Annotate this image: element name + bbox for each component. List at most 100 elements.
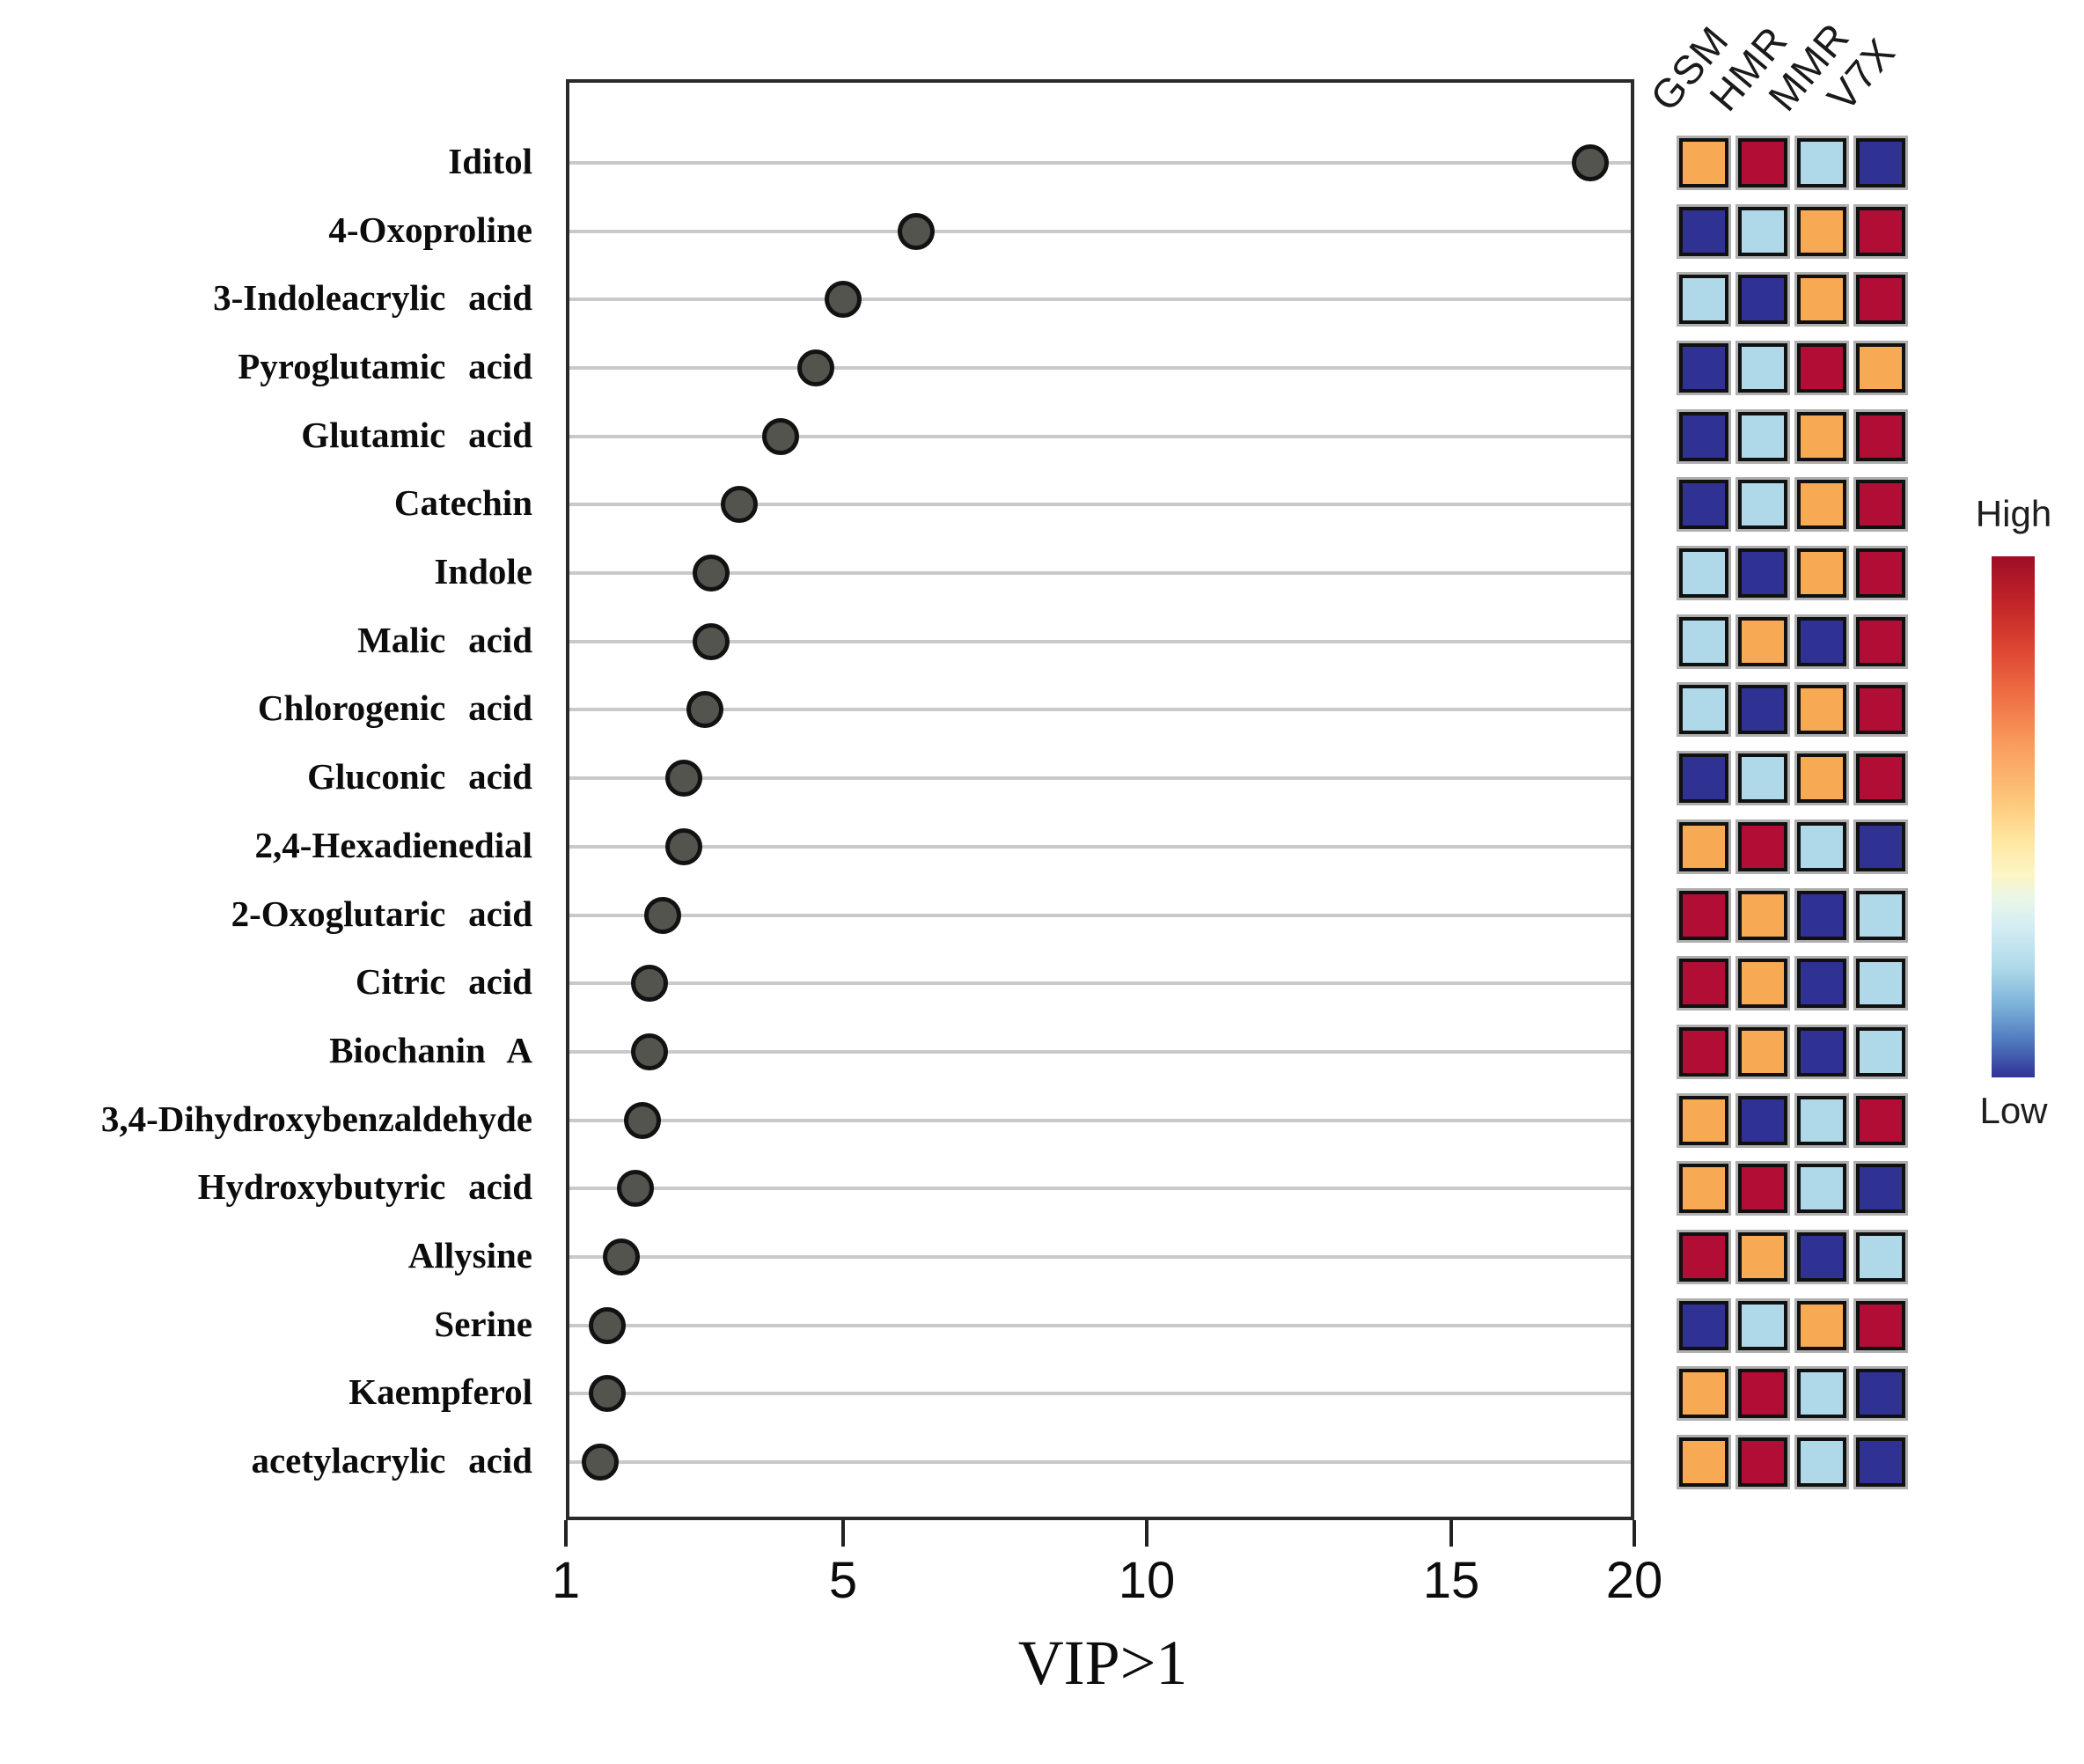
heatmap-cell [1797, 616, 1846, 666]
heatmap-cell [1797, 1026, 1846, 1077]
x-tick-label: 10 [1118, 1552, 1176, 1609]
heatmap-cell [1797, 1095, 1846, 1145]
heatmap-cell [1856, 275, 1905, 325]
heatmap-cell [1797, 890, 1846, 940]
vip-dot [630, 965, 668, 1003]
category-label: Allysine [407, 1234, 532, 1275]
gridline [569, 1323, 1631, 1327]
gridline [569, 708, 1631, 712]
heatmap-cell [1738, 890, 1787, 940]
heatmap-cell [1856, 1095, 1905, 1145]
gridline [569, 844, 1631, 849]
category-label: Glutamic acid [301, 414, 532, 455]
x-tick-mark [564, 1520, 568, 1547]
heatmap-cell [1679, 821, 1728, 871]
gridline [569, 434, 1631, 438]
category-label: Catechin [393, 482, 532, 524]
gridline [569, 776, 1631, 781]
heatmap-cell [1856, 480, 1905, 530]
category-label: Kaempferol [349, 1371, 532, 1413]
colorbar-gradient [1992, 556, 2035, 1077]
gridline [569, 366, 1631, 371]
x-axis-title: VIP>1 [1017, 1628, 1188, 1698]
category-label: Serine [434, 1303, 532, 1344]
heatmap-cell [1738, 753, 1787, 804]
heatmap-cell [1679, 1300, 1728, 1350]
gridline [569, 503, 1631, 507]
heatmap-cell [1738, 480, 1787, 530]
plot-area [566, 79, 1634, 1520]
x-tick-label: 1 [551, 1552, 581, 1609]
heatmap-cell [1856, 548, 1905, 599]
heatmap-cell [1679, 480, 1728, 530]
heatmap-cell [1797, 959, 1846, 1009]
x-tick-mark [1449, 1520, 1453, 1547]
heatmap-cell [1679, 548, 1728, 599]
category-label: Pyroglutamic acid [238, 346, 532, 387]
gridline [569, 639, 1631, 643]
category-label: Hydroxybutyric acid [197, 1166, 532, 1208]
x-tick-label: 20 [1605, 1552, 1663, 1609]
vip-dot [720, 486, 758, 524]
category-label: acetylacrylic acid [251, 1440, 532, 1481]
heatmap-cell [1679, 685, 1728, 735]
heatmap-cell [1797, 753, 1846, 804]
heatmap-cell [1738, 411, 1787, 461]
heatmap-cell [1738, 1026, 1787, 1077]
vip-dot [623, 1101, 661, 1139]
x-tick-label: 15 [1422, 1552, 1480, 1609]
gridline [569, 981, 1631, 986]
vip-dot [630, 1033, 668, 1070]
heatmap-cell [1679, 343, 1728, 393]
colorbar-high-label: High [1975, 493, 2052, 534]
gridline [569, 1049, 1631, 1054]
heatmap-cell [1797, 480, 1846, 530]
heatmap-cell [1738, 685, 1787, 735]
heatmap-cell [1738, 343, 1787, 393]
gridline [569, 298, 1631, 302]
heatmap-cell [1856, 411, 1905, 461]
category-label: Iditol [448, 141, 532, 181]
heatmap-cell [1856, 959, 1905, 1009]
heatmap-cell [1856, 1300, 1905, 1350]
heatmap-cell [1797, 1231, 1846, 1282]
category-label: 3,4-Dihydroxybenzaldehyde [100, 1098, 532, 1139]
category-label: Biochanin A [329, 1029, 532, 1070]
heatmap-cell [1738, 275, 1787, 325]
heatmap-cell [1797, 685, 1846, 735]
heatmap-cell [1679, 890, 1728, 940]
heatmap-cell [1738, 548, 1787, 599]
heatmap-cell [1856, 206, 1905, 256]
heatmap-cell [1856, 343, 1905, 393]
heatmap-cell [1797, 411, 1846, 461]
heatmap-cell [1797, 275, 1846, 325]
category-label: Citric acid [355, 961, 532, 1003]
heatmap-cell [1679, 1095, 1728, 1145]
heatmap-cell [1797, 343, 1846, 393]
vip-dot [1572, 144, 1610, 181]
x-tick-mark [1633, 1520, 1636, 1547]
heatmap-cell [1679, 1231, 1728, 1282]
vip-dot [589, 1375, 627, 1413]
heatmap-cell [1679, 753, 1728, 804]
heatmap-cell [1679, 1369, 1728, 1419]
category-label: Indole [434, 551, 532, 592]
gridline [569, 1187, 1631, 1191]
heatmap-cell [1856, 753, 1905, 804]
vip-dot [897, 212, 935, 250]
heatmap-cell [1856, 821, 1905, 871]
heatmap-cell [1856, 1231, 1905, 1282]
gridline [569, 161, 1631, 165]
heatmap-cell [1738, 1164, 1787, 1214]
category-label: 4-Oxoproline [328, 209, 532, 250]
heatmap-cell [1679, 206, 1728, 256]
heatmap-cell [1738, 1095, 1787, 1145]
vip-dot [589, 1306, 627, 1344]
heatmap-cell [1679, 616, 1728, 666]
gridline [569, 571, 1631, 576]
vip-dot [616, 1170, 654, 1208]
vip-dot [825, 281, 862, 319]
gridline [569, 1460, 1631, 1464]
x-tick-mark [1145, 1520, 1148, 1547]
vip-dot [603, 1238, 640, 1275]
